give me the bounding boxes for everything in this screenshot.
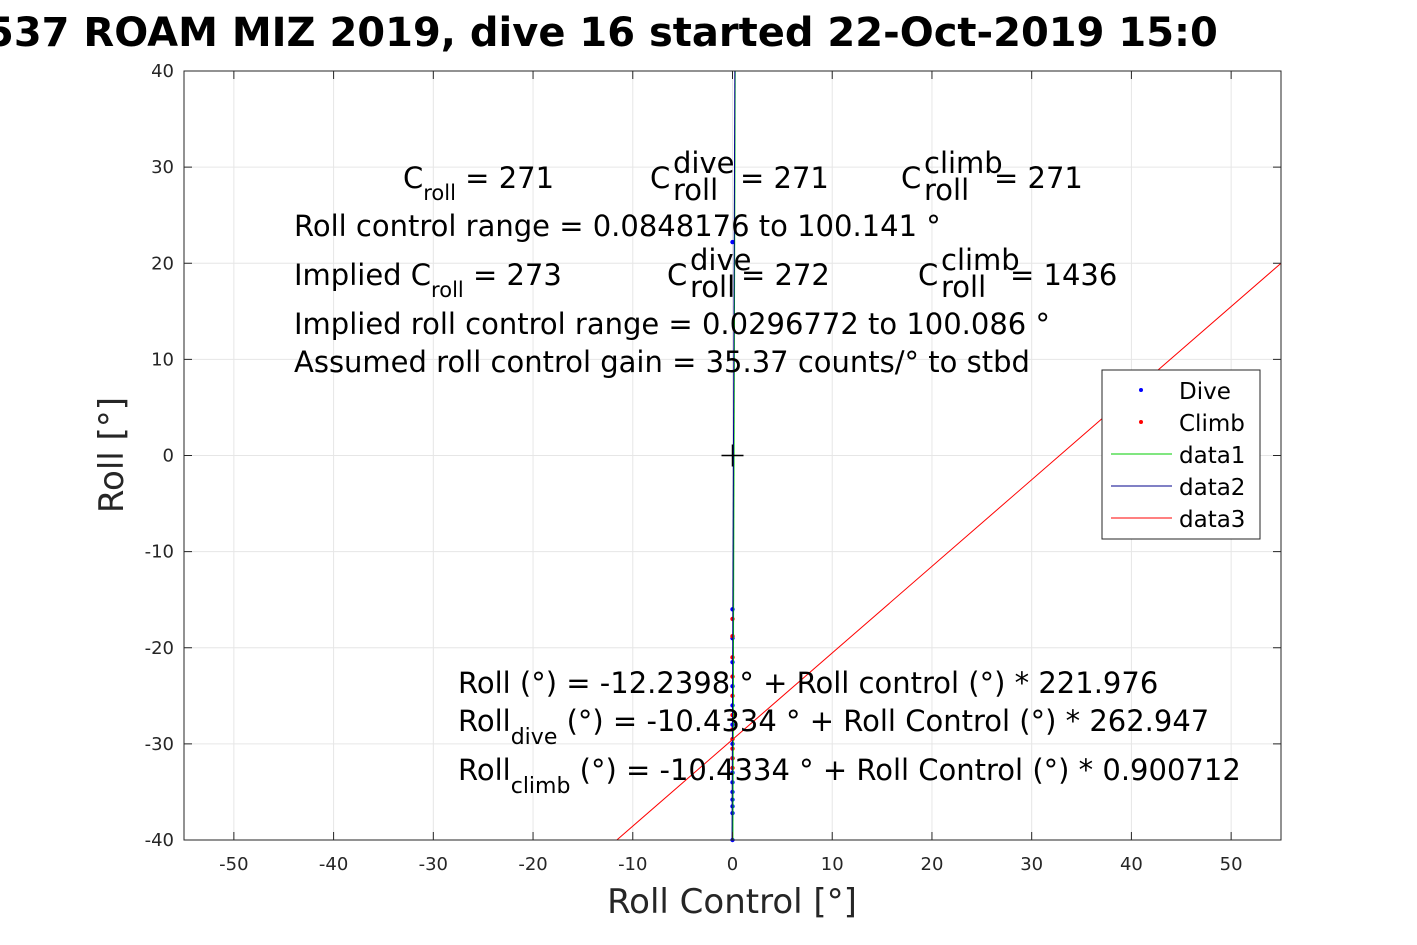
x-tick-label: -10 — [618, 854, 647, 875]
implied-c-roll-climb-sup: climb — [941, 243, 1020, 277]
implied-c-roll-dive-text: C — [667, 258, 687, 292]
x-tick-label: 0 — [727, 854, 738, 875]
legend-dive-label: Dive — [1179, 379, 1231, 405]
legend: Dive Climb data1 data2 data3 — [1101, 369, 1261, 540]
x-tick-label: 20 — [921, 854, 944, 875]
c-roll-dive-text: C — [650, 161, 670, 195]
x-axis-label: Roll Control [°] — [607, 882, 857, 922]
y-tick-label: 10 — [151, 349, 174, 370]
c-roll-text: Croll = 271 — [403, 161, 554, 205]
implied-c-roll-text: Implied Croll = 273 — [294, 258, 562, 302]
c-roll-dive-sup: dive — [673, 146, 734, 180]
c-roll-climb-value: = 271 — [994, 161, 1083, 195]
annotations: Croll = 271 C dive roll = 271 C climb ro… — [294, 146, 1241, 799]
y-tick-label: -10 — [145, 542, 174, 563]
y-tick-label: 20 — [151, 253, 174, 274]
y-tick-label: -20 — [145, 638, 174, 659]
y-tick-label: -30 — [145, 734, 174, 755]
c-roll-dive-sub: roll — [673, 173, 718, 207]
axes: -50 -40 -30 -20 -10 0 10 20 30 40 50 -40 -30 -20 -10 0 1… — [145, 61, 1282, 875]
legend-data3-label: data3 — [1179, 507, 1245, 533]
x-tick-label: -50 — [219, 854, 248, 875]
implied-range-text: Implied roll control range = 0.0296772 t… — [294, 307, 1050, 341]
plot-series — [616, 70, 1282, 843]
roll-control-range-text: Roll control range = 0.0848176 to 100.14… — [294, 209, 941, 243]
x-tick-label: 40 — [1120, 854, 1143, 875]
y-tick-label: 0 — [163, 446, 174, 467]
implied-c-roll-dive-value: = 272 — [741, 258, 830, 292]
assumed-gain-text: Assumed roll control gain = 35.37 counts… — [294, 345, 1030, 379]
fit-dive-text: Rolldive (°) = -10.4334 ° + Roll Control… — [458, 704, 1209, 750]
implied-c-roll-climb-text: C — [918, 258, 938, 292]
fit-all-text: Roll (°) = -12.2398 ° + Roll control (°)… — [458, 666, 1158, 700]
x-tick-label: -40 — [319, 854, 348, 875]
c-roll-climb-sub: roll — [924, 173, 969, 207]
x-tick-label: -30 — [419, 854, 448, 875]
implied-c-roll-dive-sub: roll — [690, 270, 735, 304]
implied-c-roll-climb-sub: roll — [941, 270, 986, 304]
legend-data2-label: data2 — [1179, 475, 1245, 501]
fit-climb-text: Rollclimb (°) = -10.4334 ° + Roll Contro… — [458, 753, 1241, 799]
legend-dive-marker — [1139, 388, 1143, 392]
y-axis-label: Roll [°] — [92, 397, 132, 513]
x-tick-label: -20 — [518, 854, 547, 875]
x-tick-label: 10 — [821, 854, 844, 875]
dive-point — [730, 239, 735, 245]
data3-line — [616, 262, 1282, 841]
y-tick-label: 30 — [151, 157, 174, 178]
legend-climb-label: Climb — [1179, 411, 1245, 437]
implied-c-roll-dive-sup: dive — [690, 243, 751, 277]
c-roll-climb-text: C — [901, 161, 921, 195]
legend-data1-label: data1 — [1179, 443, 1245, 469]
y-tick-label: -40 — [145, 830, 174, 851]
c-roll-dive-value: = 271 — [740, 161, 829, 195]
legend-climb-marker — [1139, 420, 1143, 424]
chart-title: 537 ROAM MIZ 2019, dive 16 started 22-Oc… — [0, 10, 1218, 56]
y-tick-label: 40 — [151, 61, 174, 82]
implied-c-roll-climb-value: = 1436 — [1010, 258, 1117, 292]
c-roll-climb-sup: climb — [924, 146, 1003, 180]
x-tick-label: 30 — [1020, 854, 1043, 875]
x-tick-label: 50 — [1220, 854, 1243, 875]
